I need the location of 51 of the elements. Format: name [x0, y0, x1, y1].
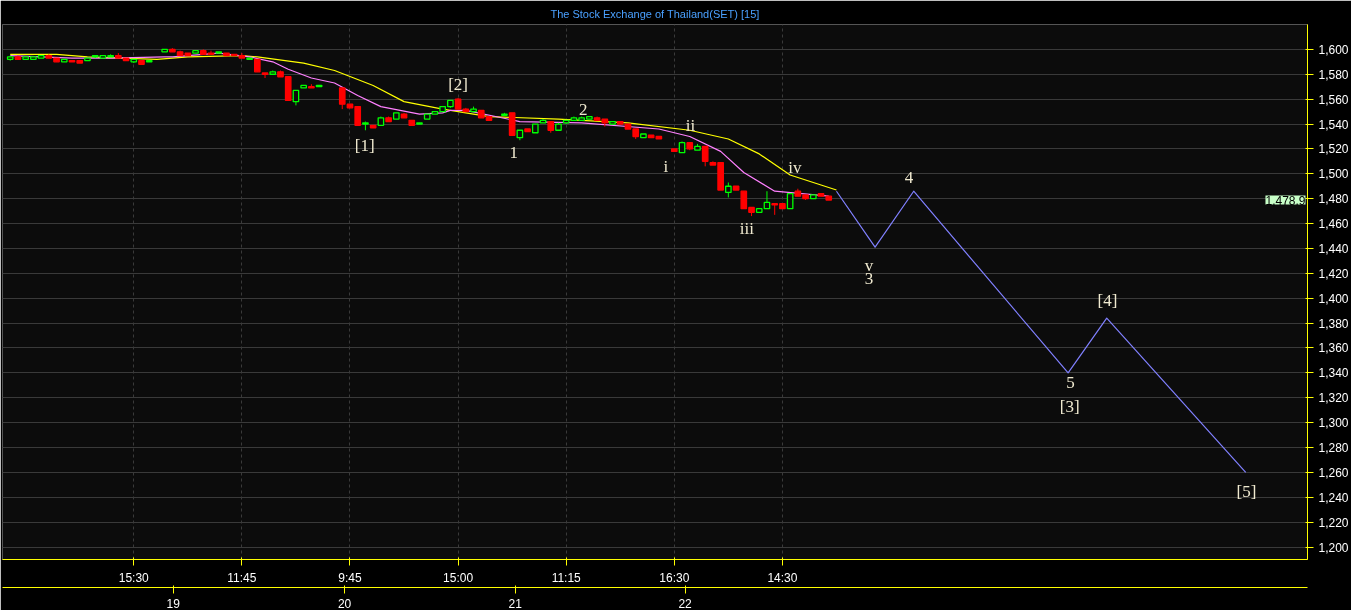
x-tick-label: 9:45 — [338, 570, 362, 585]
x-tick-label: 15:00 — [443, 570, 474, 585]
text: 22 — [678, 596, 693, 610]
y-tick-label: 1,340 — [1318, 366, 1349, 381]
annotation: 1,478.9 — [1265, 193, 1306, 208]
y-tick-label: 1,460 — [1318, 217, 1349, 232]
candlestick — [261, 72, 269, 79]
y-tick-label: 1,380 — [1318, 316, 1349, 331]
y-tick-label: 1,200 — [1318, 540, 1349, 555]
annotation: [5] — [1236, 481, 1257, 501]
x-tick-label: 11:15 — [551, 570, 582, 585]
x-tick-label: 15:30 — [118, 570, 150, 585]
y-tick-label: 1,400 — [1318, 291, 1349, 306]
text: 19 — [166, 596, 181, 610]
y-tick-label: 1,600 — [1318, 42, 1349, 57]
y-tick-label: 1,440 — [1318, 241, 1349, 256]
annotation: i — [663, 156, 669, 176]
y-tick-label: 1,260 — [1318, 465, 1349, 480]
annotation: 4 — [904, 168, 914, 188]
annotation: 2 — [578, 99, 588, 119]
y-tick-label: 1,240 — [1318, 490, 1349, 505]
annotation: [3] — [1059, 396, 1080, 416]
x-tick-label: 11:45 — [227, 570, 257, 585]
y-tick-label: 1,320 — [1318, 391, 1349, 406]
y-tick-label: 1,580 — [1318, 67, 1349, 82]
annotation: ii — [685, 115, 696, 135]
y-tick-label: 1,560 — [1318, 92, 1349, 107]
y-tick-label: 1,540 — [1318, 117, 1349, 132]
annotation: [1] — [354, 135, 375, 155]
chart-title: The Stock Exchange of Thailand(SET) [15] — [550, 7, 760, 20]
text: 20 — [337, 596, 352, 610]
candlestick — [701, 145, 709, 167]
annotation: [4] — [1097, 291, 1118, 311]
x-tick-label: 14:30 — [767, 570, 798, 585]
candlestick — [508, 112, 516, 136]
y-tick-label: 1,220 — [1318, 515, 1349, 530]
y-tick-label: 1,520 — [1318, 142, 1349, 157]
line-series — [835, 190, 1247, 474]
x-tick-label: 16:30 — [659, 570, 690, 585]
y-tick-label: 1,500 — [1318, 167, 1349, 182]
annotation: iv — [788, 158, 802, 178]
y-tick-label: 1,300 — [1318, 416, 1349, 431]
annotation: 5 — [1066, 373, 1075, 393]
y-tick-label: 1,420 — [1318, 266, 1349, 281]
annotation: [2] — [448, 74, 469, 94]
y-tick-label: 1,360 — [1318, 341, 1349, 356]
text: 21 — [508, 596, 523, 610]
y-tick-label: 1,480 — [1318, 192, 1349, 207]
y-tick-label: 1,280 — [1318, 441, 1349, 456]
annotation: 1 — [509, 143, 518, 163]
annotation: iii — [739, 219, 755, 239]
